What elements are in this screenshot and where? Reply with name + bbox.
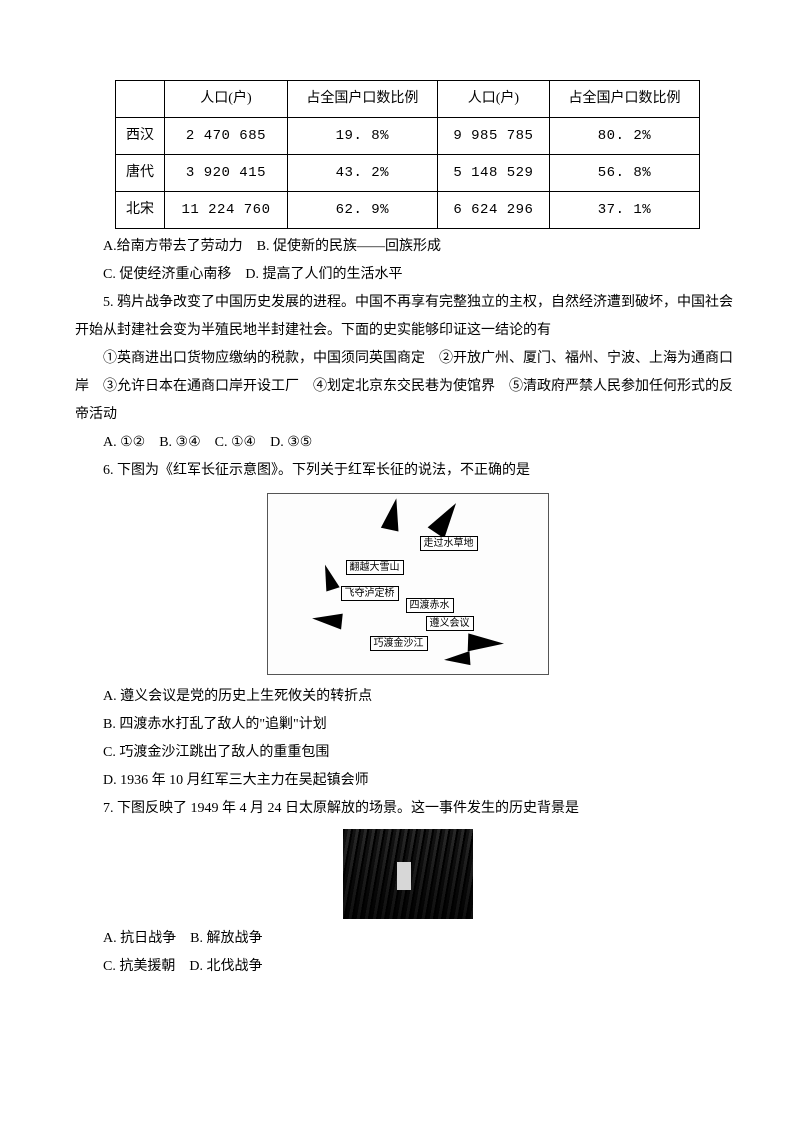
long-march-map: 走过水草地 翻越大雪山 飞夺泸定桥 四渡赤水 遵义会议 巧渡金沙江	[267, 493, 549, 675]
table-row: 唐代 3 920 415 43. 2% 5 148 529 56. 8%	[115, 155, 699, 192]
map-label-c: 飞夺泸定桥	[341, 586, 399, 601]
col-h2: 占全国户口数比例	[287, 81, 437, 118]
q4-options-cd: C. 促使经济重心南移 D. 提高了人们的生活水平	[75, 261, 740, 289]
map-label-f: 巧渡金沙江	[370, 636, 428, 651]
table-row: 西汉 2 470 685 19. 8% 9 985 785 80. 2%	[115, 118, 699, 155]
q6-option-a: A. 遵义会议是党的历史上生死攸关的转折点	[75, 683, 740, 711]
map-label-e: 遵义会议	[426, 616, 474, 631]
q6-option-b: B. 四渡赤水打乱了敌人的"追剿"计划	[75, 711, 740, 739]
map-label-b: 翻越大雪山	[346, 560, 404, 575]
q7-options-ab: A. 抗日战争 B. 解放战争	[75, 925, 740, 953]
q5-options: A. ①② B. ③④ C. ①④ D. ③⑤	[75, 429, 740, 457]
q4-options-ab: A.给南方带去了劳动力 B. 促使新的民族——回族形成	[75, 233, 740, 261]
population-table: 人口(户) 占全国户口数比例 人口(户) 占全国户口数比例 西汉 2 470 6…	[115, 80, 700, 229]
q7-options-cd: C. 抗美援朝 D. 北伐战争	[75, 953, 740, 981]
col-h4: 占全国户口数比例	[549, 81, 699, 118]
q6-intro: 6. 下图为《红军长征示意图》。下列关于红军长征的说法，不正确的是	[75, 457, 740, 485]
q6-option-d: D. 1936 年 10 月红军三大主力在吴起镇会师	[75, 767, 740, 795]
col-h3: 人口(户)	[437, 81, 549, 118]
q6-option-c: C. 巧渡金沙江跳出了敌人的重重包围	[75, 739, 740, 767]
map-label-a: 走过水草地	[420, 536, 478, 551]
col-h0	[115, 81, 164, 118]
q5-intro: 5. 鸦片战争改变了中国历史发展的进程。中国不再享有完整独立的主权，自然经济遭到…	[75, 289, 740, 345]
map-label-d: 四渡赤水	[406, 598, 454, 613]
taiyuan-liberation-photo	[343, 829, 473, 919]
q5-list: ①英商进出口货物应缴纳的税款，中国须同英国商定 ②开放广州、厦门、福州、宁波、上…	[75, 345, 740, 429]
table-row: 北宋 11 224 760 62. 9% 6 624 296 37. 1%	[115, 192, 699, 229]
q7-intro: 7. 下图反映了 1949 年 4 月 24 日太原解放的场景。这一事件发生的历…	[75, 795, 740, 823]
col-h1: 人口(户)	[165, 81, 288, 118]
